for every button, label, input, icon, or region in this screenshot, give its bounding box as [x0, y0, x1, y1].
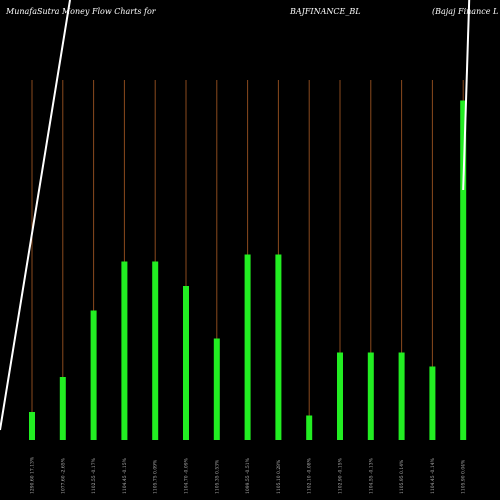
money-flow-bar [183, 286, 189, 440]
x-tick-label: 1104.45 -0.15% [122, 457, 128, 494]
money-flow-bar [337, 352, 343, 440]
money-flow-bar [460, 100, 467, 440]
x-tick-label: 1105.90 0.04% [461, 459, 467, 494]
x-tick-label: 1290.60 17.13% [30, 456, 36, 494]
money-flow-bar [59, 377, 66, 440]
price-line-left [0, 0, 71, 431]
money-flow-bars [29, 100, 467, 440]
money-flow-bar [306, 415, 313, 440]
money-flow-bar [213, 338, 220, 440]
money-flow-bar [121, 261, 128, 440]
chart-title-symbol: BAJFINANCE_BL [289, 7, 361, 16]
x-tick-label: 1105.75 0.09% [153, 459, 159, 494]
x-tick-label: 1105.95 0.14% [399, 459, 405, 494]
x-tick-label: 1104.55 -0.13% [368, 457, 374, 494]
chart-title-company: (Bajaj Finance L [432, 7, 498, 16]
money-flow-bar [398, 352, 405, 440]
money-flow-bar [152, 261, 159, 440]
x-tick-label: 1104.70 -0.09% [184, 457, 190, 494]
price-line-right [462, 0, 471, 191]
chart-title-brand: MunafaSutra Money Flow Charts for [5, 7, 157, 16]
price-overlay [0, 0, 471, 431]
x-tick-label: 1102.55 -0.17% [91, 457, 97, 494]
money-flow-bar [29, 412, 35, 440]
money-flow-bar [429, 366, 436, 440]
x-tick-label: 1102.90 -0.15% [338, 457, 344, 494]
x-tick-label: 1104.45 -0.14% [430, 457, 436, 494]
x-tick-label: 1102.10 -0.08% [307, 457, 313, 494]
x-tick-label: 1105.10 0.28% [276, 459, 282, 494]
x-tick-label: 1099.55 -0.51% [245, 457, 251, 494]
money-flow-bar [275, 254, 282, 440]
x-axis-tick-labels: 1290.60 17.13% 1077.60 -2.65% 1102.55 -0.1… [30, 456, 467, 494]
money-flow-bar [90, 310, 97, 440]
x-tick-label: 1077.60 -2.65% [60, 457, 66, 494]
money-flow-bar [367, 352, 374, 440]
x-tick-label: 1105.35 0.53% [214, 459, 220, 494]
money-flow-bar [244, 254, 251, 440]
